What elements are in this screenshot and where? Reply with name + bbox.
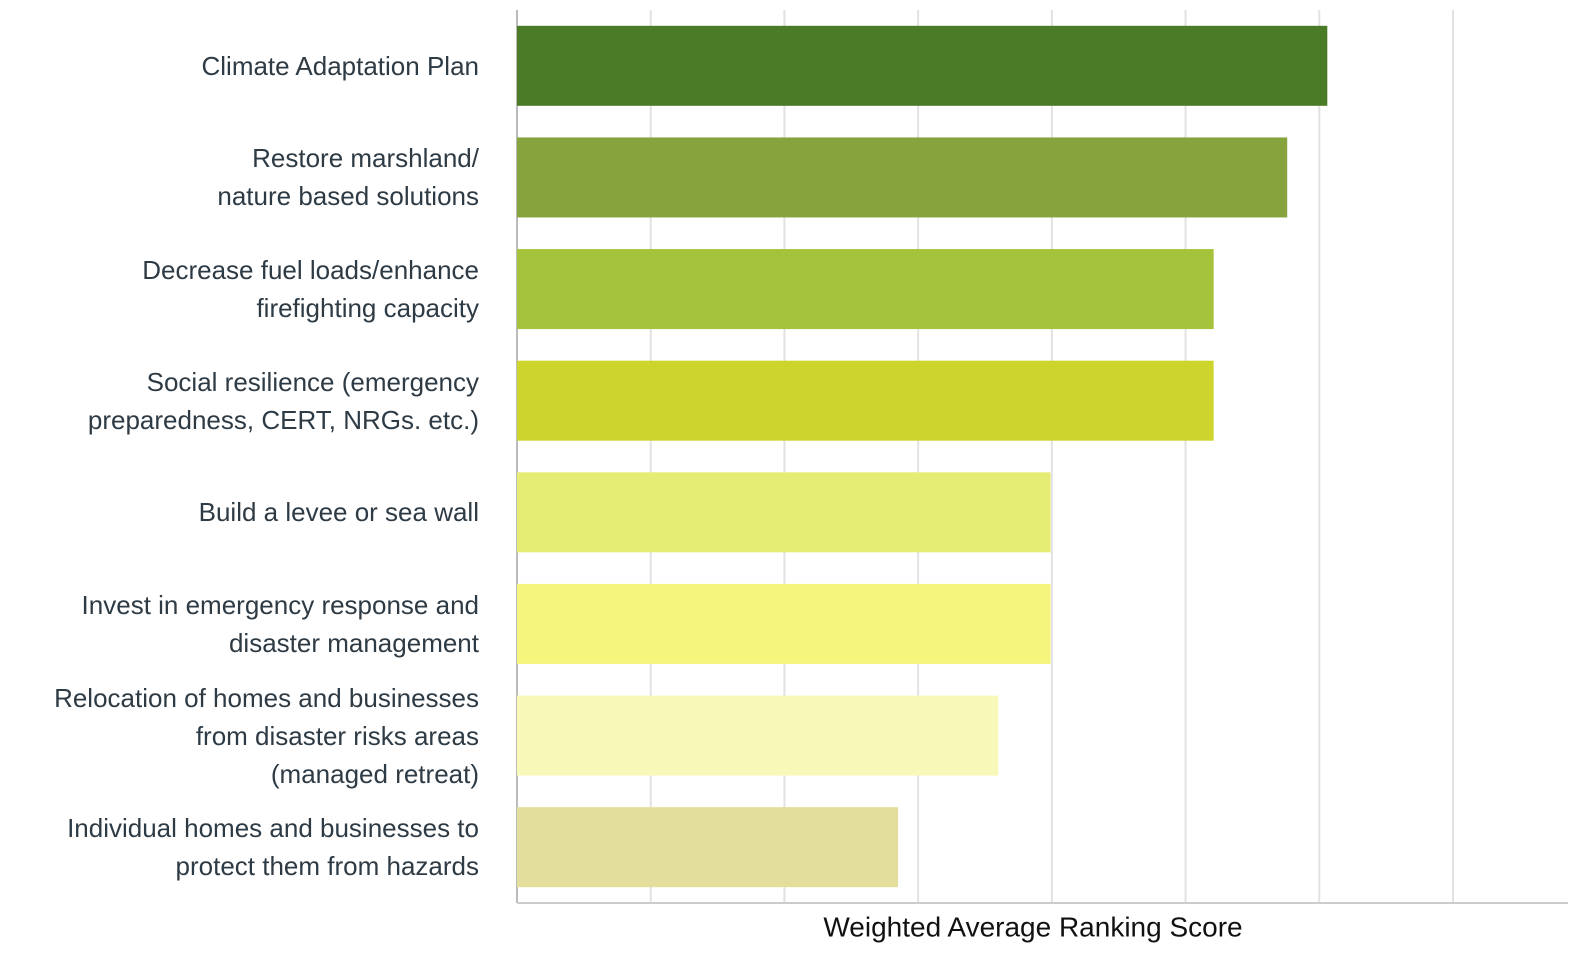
bar [517,472,1051,553]
y-tick-label: Restore marshland/ nature based solution… [217,143,479,212]
bar [517,249,1214,330]
y-tick-label: Decrease fuel loads/enhance firefighting… [142,255,479,324]
y-tick-label: Relocation of homes and businesses from … [54,682,479,789]
y-tick-label: Social resilience (emergency preparednes… [87,366,479,435]
y-tick-label: Build a levee or sea wall [198,497,479,528]
bar [517,695,999,776]
bar [517,25,1328,106]
x-axis-title: Weighted Average Ranking Score [823,911,1242,942]
y-tick-label: Individual homes and businesses to prote… [67,813,479,882]
bar [517,583,1051,664]
bar [517,360,1214,441]
bar [517,137,1288,218]
y-tick-label: Invest in emergency response and disaste… [81,589,479,658]
y-tick-label: Climate Adaptation Plan [201,50,479,81]
bar [517,807,899,888]
